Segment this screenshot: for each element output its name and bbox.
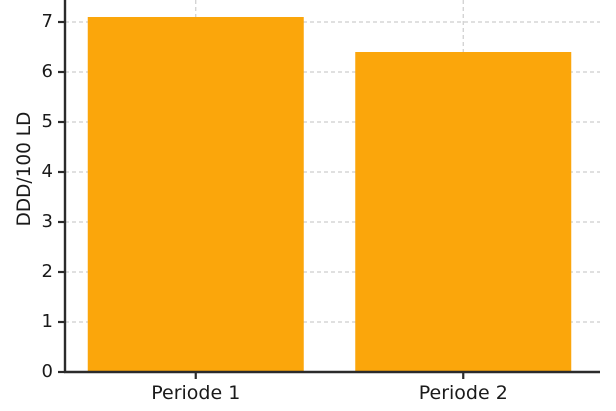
y-axis-label: DDD/100 LD — [14, 111, 35, 227]
y-tick-label: 6 — [42, 61, 53, 82]
bar — [87, 17, 304, 372]
x-tick-label: Periode 1 — [151, 382, 240, 404]
y-tick-label: 7 — [42, 11, 53, 32]
y-tick-label: 3 — [42, 211, 53, 232]
bar — [355, 52, 572, 372]
y-tick-label: 4 — [42, 161, 53, 182]
x-tick-label: Periode 2 — [419, 382, 508, 404]
y-tick-label: 1 — [42, 311, 53, 332]
y-tick-label: 2 — [42, 261, 53, 282]
y-tick-label: 5 — [42, 111, 53, 132]
y-tick-label: 0 — [42, 361, 53, 382]
